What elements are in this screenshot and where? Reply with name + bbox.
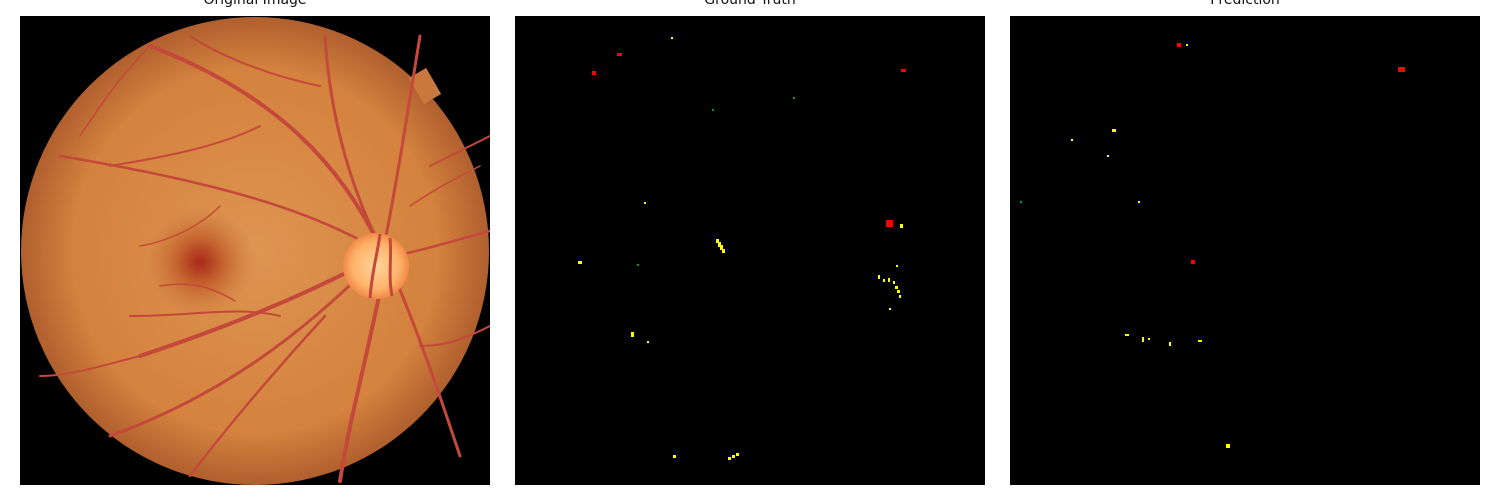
- ground-truth-red-lesions: [592, 53, 906, 227]
- fovea: [145, 207, 255, 317]
- ground-truth-panel: Ground Truth: [515, 0, 985, 485]
- original-image-panel: Original Image: [20, 0, 490, 485]
- ground-truth-title: Ground Truth: [704, 0, 796, 8]
- prediction-panel: Prediction: [1010, 0, 1480, 485]
- notch-marker: [408, 68, 442, 104]
- ground-truth-green-lesions: [637, 97, 795, 266]
- prediction-yellow-lesions: [1071, 44, 1230, 448]
- prediction-red-lesions: [1177, 43, 1405, 264]
- fundus-image: [20, 16, 490, 485]
- ground-truth-yellow-lesions: [578, 37, 903, 460]
- prediction-mask: [1010, 16, 1480, 485]
- ground-truth-mask: [515, 16, 985, 485]
- blood-vessels: [39, 34, 490, 483]
- optic-disc-vessels: [368, 233, 394, 299]
- original-image-title: Original Image: [203, 0, 307, 8]
- prediction-title: Prediction: [1210, 0, 1280, 8]
- optic-disc: [343, 233, 409, 299]
- retina-disc: [21, 17, 489, 485]
- prediction-green-lesions: [1020, 201, 1022, 203]
